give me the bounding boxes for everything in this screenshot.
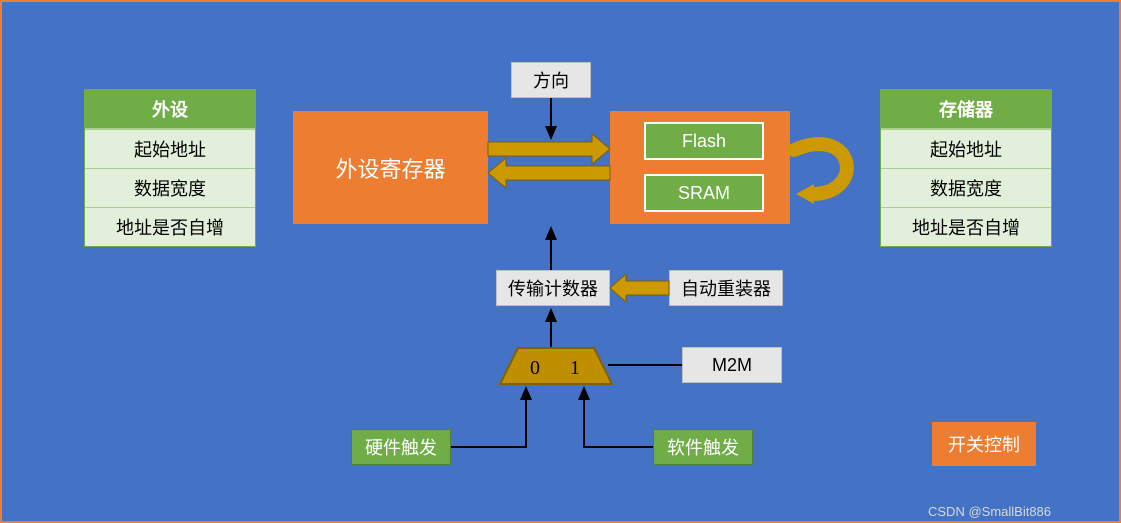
m2m-box: M2M bbox=[682, 347, 782, 383]
switch-control-box: 开关控制 bbox=[932, 422, 1036, 466]
hw-trigger-box: 硬件触发 bbox=[351, 429, 451, 465]
memory-table-header: 存储器 bbox=[881, 90, 1051, 129]
transfer-counter-box: 传输计数器 bbox=[496, 270, 610, 306]
memory-table: 存储器 起始地址 数据宽度 地址是否自增 bbox=[880, 89, 1052, 247]
direction-box: 方向 bbox=[511, 62, 591, 98]
table-row: 地址是否自增 bbox=[881, 207, 1051, 246]
reload-to-counter-arrow bbox=[610, 274, 669, 302]
peripheral-table: 外设 起始地址 数据宽度 地址是否自增 bbox=[84, 89, 256, 247]
table-row: 起始地址 bbox=[881, 129, 1051, 168]
sw-trigger-label: 软件触发 bbox=[667, 434, 739, 460]
table-row: 起始地址 bbox=[85, 129, 255, 168]
table-row: 地址是否自增 bbox=[85, 207, 255, 246]
peripheral-register-label: 外设寄存器 bbox=[335, 152, 445, 184]
sw-trigger-box: 软件触发 bbox=[653, 429, 753, 465]
table-row: 数据宽度 bbox=[881, 168, 1051, 207]
direction-label: 方向 bbox=[533, 67, 569, 93]
auto-reloader-box: 自动重装器 bbox=[669, 270, 783, 306]
table-row: 数据宽度 bbox=[85, 168, 255, 207]
switch-control-label: 开关控制 bbox=[948, 431, 1020, 457]
peripheral-table-header: 外设 bbox=[85, 90, 255, 129]
mux-label-0: 0 bbox=[530, 357, 540, 379]
sram-block: SRAM bbox=[644, 174, 764, 212]
sram-label: SRAM bbox=[678, 183, 730, 204]
flash-label: Flash bbox=[682, 131, 726, 152]
watermark-label: CSDN @SmallBit886 bbox=[928, 504, 1051, 519]
hw-trigger-label: 硬件触发 bbox=[365, 434, 437, 460]
mux-trapezoid bbox=[500, 348, 612, 384]
auto-reloader-label: 自动重装器 bbox=[681, 275, 771, 301]
sw-trigger-to-mux-arrow bbox=[584, 388, 653, 447]
bus-arrow-right bbox=[488, 134, 610, 164]
transfer-counter-label: 传输计数器 bbox=[508, 275, 598, 301]
flash-block: Flash bbox=[644, 122, 764, 160]
hw-trigger-to-mux-arrow bbox=[451, 388, 526, 447]
m2m-label: M2M bbox=[712, 355, 752, 376]
mux-label-1: 1 bbox=[570, 357, 580, 379]
diagram-canvas: 外设 起始地址 数据宽度 地址是否自增 存储器 起始地址 数据宽度 地址是否自增… bbox=[0, 0, 1121, 523]
watermark-text: CSDN @SmallBit886 bbox=[928, 504, 1051, 519]
bus-arrow-left bbox=[488, 158, 610, 188]
memory-self-loop-arrow bbox=[794, 144, 847, 204]
peripheral-register-block: 外设寄存器 bbox=[293, 111, 488, 224]
